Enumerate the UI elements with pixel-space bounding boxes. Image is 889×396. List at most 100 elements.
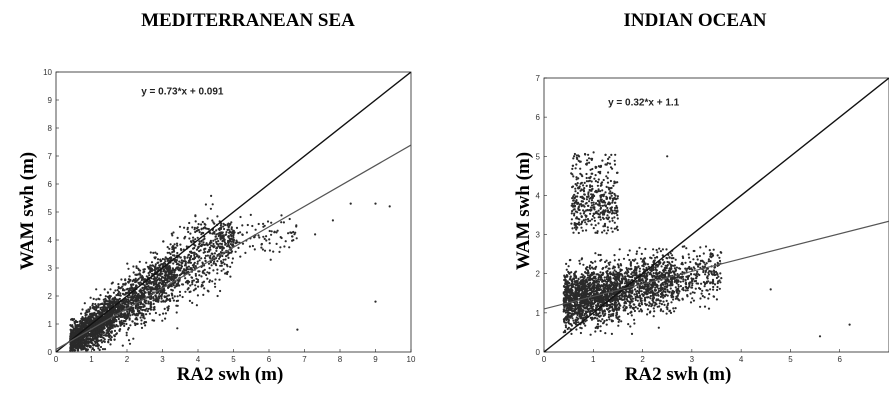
scatter-point [646, 263, 650, 266]
scatter-point [617, 324, 620, 327]
scatter-point [92, 297, 95, 300]
x-tick-label: 8 [338, 355, 343, 364]
y-tick-label: 10 [43, 68, 52, 77]
scatter-point [90, 313, 93, 316]
scatter-point [699, 246, 702, 249]
scatter-point [150, 289, 153, 292]
scatter-point [616, 303, 619, 306]
scatter-point [182, 260, 185, 263]
scatter-point [104, 316, 107, 319]
scatter-point [198, 259, 201, 262]
scatter-point [671, 277, 675, 280]
scatter-point [665, 299, 668, 302]
scatter-point [140, 292, 143, 295]
scatter-point [114, 311, 118, 315]
scatter-point [154, 286, 157, 289]
scatter-point [216, 243, 219, 246]
scatter-point [192, 263, 195, 266]
scatter-point [287, 232, 290, 235]
scatter-point [612, 287, 615, 290]
scatter-point [140, 319, 143, 322]
scatter-point [251, 224, 254, 228]
scatter-point [221, 248, 224, 252]
scatter-point [148, 286, 151, 289]
scatter-point [125, 322, 128, 326]
scatter-point [187, 254, 190, 257]
scatter-point [129, 283, 133, 286]
scatter-point [684, 267, 687, 270]
x-tick-label: 0 [54, 355, 59, 364]
scatter-point [295, 237, 298, 240]
scatter-point [632, 303, 635, 306]
scatter-point [567, 322, 571, 325]
scatter-point [224, 223, 227, 227]
scatter-point [159, 274, 162, 277]
scatter-point [624, 309, 627, 312]
scatter-point [228, 230, 231, 233]
scatter-point [280, 236, 283, 240]
scatter-point [140, 322, 143, 325]
scatter-point [166, 281, 169, 284]
scatter-point [205, 273, 208, 277]
scatter-point [220, 269, 223, 272]
scatter-point [88, 345, 91, 349]
scatter-point [86, 340, 89, 344]
scatter-point [200, 257, 203, 260]
scatter-point [638, 304, 642, 308]
scatter-point [135, 265, 138, 268]
scatter-point [220, 242, 223, 246]
scatter-point [208, 242, 211, 246]
scatter-point [113, 338, 116, 341]
scatter-point [109, 343, 112, 346]
scatter-point [121, 302, 124, 305]
scatter-point [374, 202, 377, 205]
scatter-point [204, 254, 207, 257]
scatter-point [174, 274, 177, 277]
scatter-point [686, 289, 689, 292]
scatter-point [686, 267, 689, 270]
scatter-point [138, 269, 142, 272]
scatter-point [208, 267, 211, 270]
scatter-point [189, 261, 193, 264]
scatter-point [658, 302, 661, 305]
scatter-point [95, 298, 98, 301]
scatter-point [141, 278, 144, 281]
scatter-point [219, 242, 222, 245]
scatter-point [115, 294, 118, 297]
scatter-point [260, 243, 263, 246]
scatter-point [227, 236, 230, 239]
scatter-point [162, 290, 165, 293]
scatter-point [84, 343, 87, 346]
scatter-point [143, 322, 146, 325]
scatter-point [219, 264, 222, 267]
scatter-point [224, 243, 227, 246]
scatter-point [681, 255, 684, 258]
scatter-point [126, 314, 129, 317]
scatter-point [265, 239, 268, 242]
scatter-point [617, 258, 621, 261]
scatter-point [314, 233, 317, 236]
scatter-point [81, 308, 84, 311]
scatter-point [617, 266, 620, 269]
scatter-point [122, 314, 126, 318]
scatter-point [77, 327, 80, 330]
scatter-point [198, 240, 201, 243]
scatter-point [218, 278, 221, 281]
scatter-point [152, 282, 155, 285]
scatter-point [189, 232, 192, 235]
scatter-point [176, 327, 179, 330]
scatter-point [91, 330, 94, 333]
scatter-point [208, 248, 211, 251]
scatter-point [599, 253, 602, 257]
scatter-point [331, 219, 334, 222]
scatter-point [574, 286, 577, 289]
scatter-point [146, 265, 149, 268]
scatter-point [113, 329, 117, 332]
scatter-point [671, 254, 674, 257]
scatter-point [618, 297, 621, 300]
scatter-point [109, 327, 112, 330]
scatter-point [217, 234, 220, 238]
scatter-point [124, 300, 127, 304]
scatter-point [599, 329, 602, 333]
scatter-point [225, 255, 228, 258]
